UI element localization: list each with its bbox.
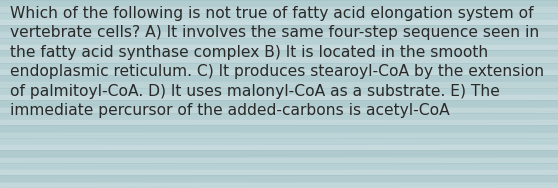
Bar xyxy=(0,150,558,157)
Bar xyxy=(0,113,558,119)
Bar xyxy=(0,38,558,44)
Bar xyxy=(0,31,558,38)
Bar xyxy=(0,100,558,107)
Bar xyxy=(0,50,558,56)
Bar xyxy=(0,169,558,175)
Bar xyxy=(0,0,558,6)
Bar xyxy=(0,6,558,13)
Bar xyxy=(0,25,558,31)
Bar xyxy=(0,144,558,150)
Bar xyxy=(0,56,558,63)
Bar xyxy=(0,175,558,182)
Bar xyxy=(0,88,558,94)
Bar xyxy=(0,69,558,75)
Bar xyxy=(0,138,558,144)
Bar xyxy=(0,119,558,125)
Bar xyxy=(0,19,558,25)
Bar xyxy=(0,182,558,188)
Bar xyxy=(0,163,558,169)
Bar xyxy=(0,13,558,19)
Bar xyxy=(0,157,558,163)
Bar xyxy=(0,94,558,100)
Bar xyxy=(0,75,558,81)
Bar xyxy=(0,107,558,113)
Bar xyxy=(0,81,558,88)
Text: Which of the following is not true of fatty acid elongation system of vertebrate: Which of the following is not true of fa… xyxy=(10,6,544,118)
Bar xyxy=(0,63,558,69)
Bar xyxy=(0,125,558,132)
Bar xyxy=(0,132,558,138)
Bar xyxy=(0,44,558,50)
